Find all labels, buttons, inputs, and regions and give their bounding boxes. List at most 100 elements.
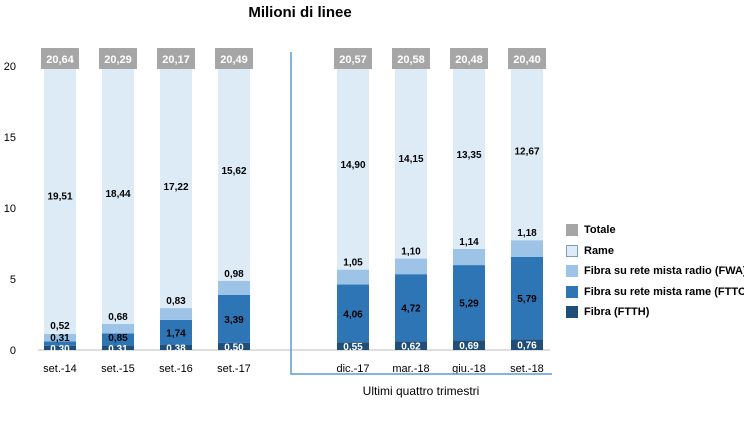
bar-segment-fibra-ftth- [337, 342, 369, 350]
x-tick-label: mar.-18 [392, 363, 429, 375]
data-label: 0,31 [108, 344, 128, 355]
bar-segment-fibra-su-rete-mista-rame-fttc- [218, 294, 250, 343]
data-label: 5,29 [459, 299, 479, 310]
bar-segment-fibra-su-rete-mista-rame-fttc- [102, 333, 134, 346]
data-label: 0,76 [517, 341, 537, 352]
bar-segment-rame [44, 56, 76, 334]
data-label: 14,90 [340, 160, 365, 171]
bar-segment-rame [218, 59, 250, 281]
bar-segment-fibra-su-rete-mista-rame-fttc- [511, 256, 543, 340]
bar-segment-fibra-ftth- [218, 342, 250, 350]
data-label: 4,06 [343, 309, 363, 320]
section-annotation: Ultimi quattro trimestri [362, 384, 480, 398]
legend-label: Totale [584, 224, 616, 237]
legend-swatch [566, 224, 578, 237]
bar-segment-fibra-ftth- [160, 344, 192, 350]
data-label: 0,85 [108, 333, 128, 344]
bar-segment-fibra-ftth- [453, 340, 485, 350]
total-label: 20,64 [46, 54, 74, 66]
legend-item: Fibra su rete mista rame (FTTC) [566, 282, 744, 303]
data-label: 1,10 [401, 247, 421, 258]
y-tick-label: 5 [10, 274, 16, 286]
x-tick-label: set.-17 [217, 363, 251, 375]
data-label: 12,67 [514, 146, 539, 157]
data-label: 1,18 [517, 228, 537, 239]
legend-item: Fibra su rete mista radio (FWA) [566, 261, 744, 282]
total-box [157, 48, 195, 69]
data-label: 5,79 [517, 294, 537, 305]
legend-label: Fibra (FTTH) [584, 306, 650, 319]
data-label: 4,72 [401, 304, 421, 315]
data-label: 17,22 [163, 182, 188, 193]
x-tick-label: set.-18 [510, 363, 544, 375]
bar-segment-fibra-su-rete-mista-rame-fttc- [160, 319, 192, 345]
x-tick-label: giu.-18 [452, 363, 486, 375]
data-label: 0,69 [459, 341, 479, 352]
total-box [215, 48, 253, 69]
total-label: 20,29 [104, 54, 132, 66]
data-label: 0,83 [166, 296, 186, 307]
y-tick-label: 0 [10, 345, 16, 357]
data-label: 19,51 [47, 191, 72, 202]
legend-swatch [566, 265, 578, 278]
bar-segment-fibra-su-rete-mista-radio-fwa- [218, 280, 250, 295]
bar-segment-fibra-su-rete-mista-rame-fttc- [453, 265, 485, 341]
y-tick-label: 15 [4, 132, 16, 144]
bar-segment-rame [511, 60, 543, 241]
chart-title: Milioni di linee [248, 4, 352, 21]
bar-segment-fibra-su-rete-mista-radio-fwa- [453, 248, 485, 266]
data-label: 1,14 [459, 237, 479, 248]
data-label: 14,15 [398, 154, 423, 165]
x-tick-label: dic.-17 [336, 363, 369, 375]
legend-item: Rame [566, 241, 744, 262]
x-tick-label: set.-14 [43, 363, 77, 375]
data-label: 0,31 [50, 333, 70, 344]
legend-label: Rame [584, 244, 614, 257]
bar-segment-fibra-su-rete-mista-radio-fwa- [395, 258, 427, 275]
data-label: 0,30 [50, 344, 70, 355]
total-label: 20,49 [220, 54, 248, 66]
bar-segment-rame [453, 59, 485, 249]
bar-segment-fibra-su-rete-mista-rame-fttc- [395, 274, 427, 342]
total-box [508, 48, 546, 69]
total-box [334, 48, 372, 69]
legend-swatch [566, 306, 578, 319]
total-label: 20,40 [513, 54, 541, 66]
legend-swatch [566, 244, 578, 257]
data-label: 15,62 [221, 166, 246, 177]
total-label: 20,17 [162, 54, 190, 66]
bar-segment-rame [102, 62, 134, 324]
legend-swatch [566, 285, 578, 298]
bar-segment-rame [337, 58, 369, 270]
bar-segment-rame [160, 63, 192, 309]
data-label: 0,50 [224, 342, 244, 353]
bar-segment-fibra-ftth- [511, 339, 543, 350]
data-label: 1,74 [166, 328, 186, 339]
data-label: 0,38 [166, 343, 186, 354]
data-label: 1,05 [343, 258, 363, 269]
bar-segment-fibra-su-rete-mista-radio-fwa- [160, 308, 192, 320]
data-label: 0,62 [401, 342, 421, 353]
total-box [392, 48, 430, 69]
bar-segment-fibra-ftth- [395, 341, 427, 350]
y-tick-label: 20 [4, 61, 16, 73]
bar-segment-fibra-su-rete-mista-radio-fwa- [102, 323, 134, 334]
total-box [41, 48, 79, 69]
legend-label: Fibra su rete mista radio (FWA) [584, 265, 744, 278]
bar-segment-fibra-ftth- [102, 345, 134, 350]
section-bracket [290, 52, 552, 375]
data-label: 0,68 [108, 312, 128, 323]
data-label: 18,44 [105, 189, 130, 200]
bar-segment-fibra-su-rete-mista-rame-fttc- [44, 341, 76, 346]
bar-segment-fibra-su-rete-mista-radio-fwa- [511, 240, 543, 257]
data-label: 0,52 [50, 321, 70, 332]
legend-item: Fibra (FTTH) [566, 302, 744, 323]
data-label: 0,55 [343, 342, 363, 353]
x-tick-label: set.-15 [101, 363, 135, 375]
y-tick-label: 10 [4, 203, 16, 215]
bar-segment-rame [395, 57, 427, 259]
total-label: 20,48 [455, 54, 483, 66]
total-label: 20,57 [339, 54, 367, 66]
x-tick-label: set.-16 [159, 363, 193, 375]
